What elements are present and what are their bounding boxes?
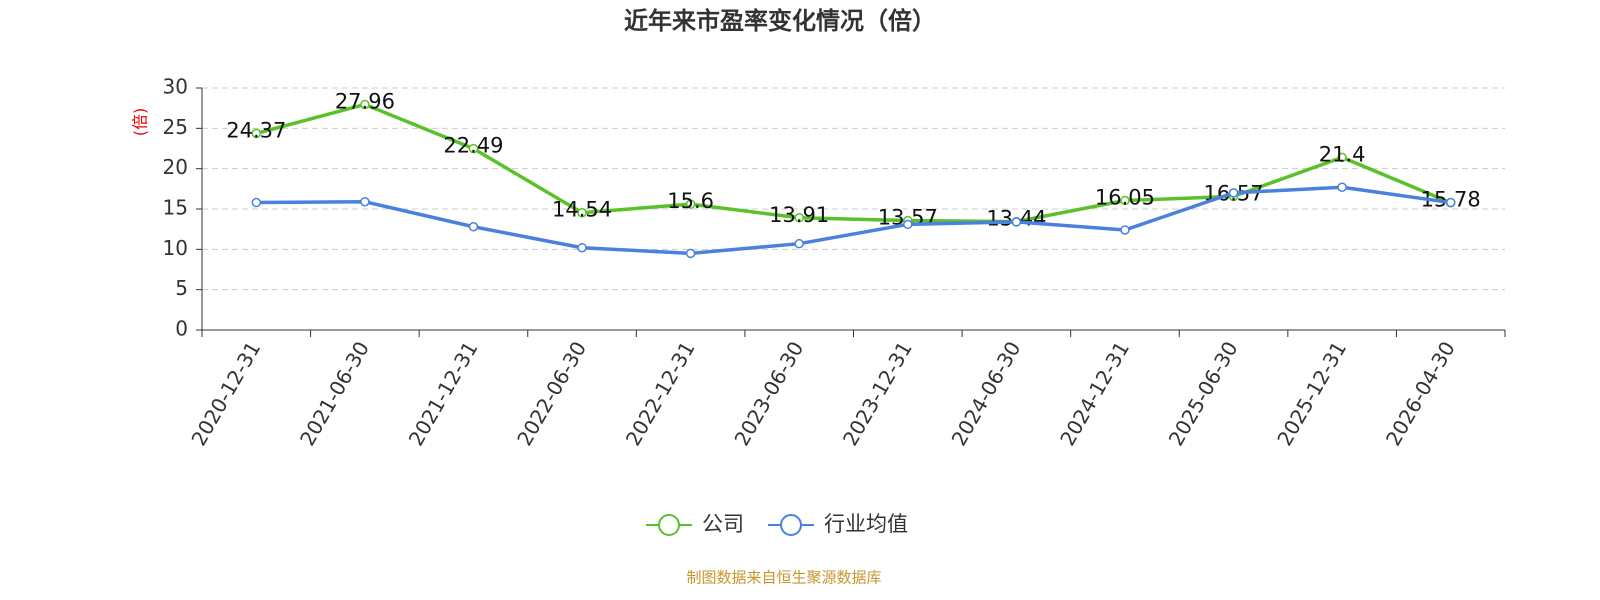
point-marker xyxy=(251,128,262,139)
y-tick-label: 20 xyxy=(163,155,188,179)
x-tick-label: 2025-06-30 xyxy=(1164,337,1243,450)
point-marker xyxy=(1011,217,1022,227)
point-marker xyxy=(685,248,696,259)
point-marker xyxy=(1337,152,1347,163)
legend-marker xyxy=(780,514,802,536)
x-tick-label: 2022-06-30 xyxy=(512,337,591,450)
y-tick-label: 30 xyxy=(163,75,188,99)
y-tick-label: 0 xyxy=(175,317,188,341)
x-tick-label: 2024-12-31 xyxy=(1055,337,1134,450)
source-note: 制图数据来自恒生聚源数据库 xyxy=(686,569,881,587)
legend-item[interactable]: 公司 xyxy=(646,512,744,536)
legend-label: 公司 xyxy=(702,512,744,536)
x-tick-label: 2026-04-30 xyxy=(1381,337,1460,450)
data-label: 16.05 xyxy=(1095,186,1155,210)
point-marker xyxy=(468,221,479,232)
point-marker xyxy=(1228,188,1239,198)
chart-title: 近年来市盈率变化情况（倍） xyxy=(624,7,936,35)
point-marker xyxy=(1337,182,1347,192)
y-tick-label: 25 xyxy=(163,115,188,139)
point-marker xyxy=(1120,225,1130,235)
point-marker xyxy=(360,196,370,207)
y-axis-label: (倍) xyxy=(131,108,150,137)
point-marker xyxy=(468,143,479,154)
point-marker xyxy=(794,213,804,223)
point-marker xyxy=(577,242,587,253)
legend-marker xyxy=(658,514,680,536)
point-marker xyxy=(360,99,370,110)
data-label: 13.91 xyxy=(769,203,829,227)
data-label: 21.4 xyxy=(1319,142,1366,166)
legend-label: 行业均值 xyxy=(824,512,908,536)
x-tick-label: 2023-06-30 xyxy=(729,337,808,450)
point-marker xyxy=(685,199,696,209)
y-tick-label: 10 xyxy=(163,236,188,260)
point-marker xyxy=(1445,197,1456,208)
x-tick-label: 2021-12-31 xyxy=(404,337,483,450)
point-marker xyxy=(1120,195,1130,206)
point-marker xyxy=(903,219,913,230)
point-marker xyxy=(577,207,587,218)
data-label: 22.49 xyxy=(443,134,503,158)
y-tick-label: 5 xyxy=(175,276,188,300)
y-tick-label: 15 xyxy=(163,196,188,220)
x-tick-label: 2024-06-30 xyxy=(947,337,1026,450)
x-tick-label: 2023-12-31 xyxy=(838,337,917,450)
series-line xyxy=(256,185,1451,256)
data-label: 24.37 xyxy=(226,118,286,142)
data-label: 15.6 xyxy=(667,189,714,213)
x-tick-label: 2021-06-30 xyxy=(295,337,374,450)
x-tick-label: 2022-12-31 xyxy=(621,337,700,450)
data-label: 14.54 xyxy=(552,198,612,222)
x-tick-label: 2020-12-31 xyxy=(186,337,265,450)
point-marker xyxy=(794,238,804,249)
data-label: 27.96 xyxy=(335,89,395,113)
series-line xyxy=(255,102,1452,224)
legend-item[interactable]: 行业均值 xyxy=(768,512,908,536)
point-marker xyxy=(251,197,262,208)
x-tick-label: 2025-12-31 xyxy=(1272,337,1351,450)
